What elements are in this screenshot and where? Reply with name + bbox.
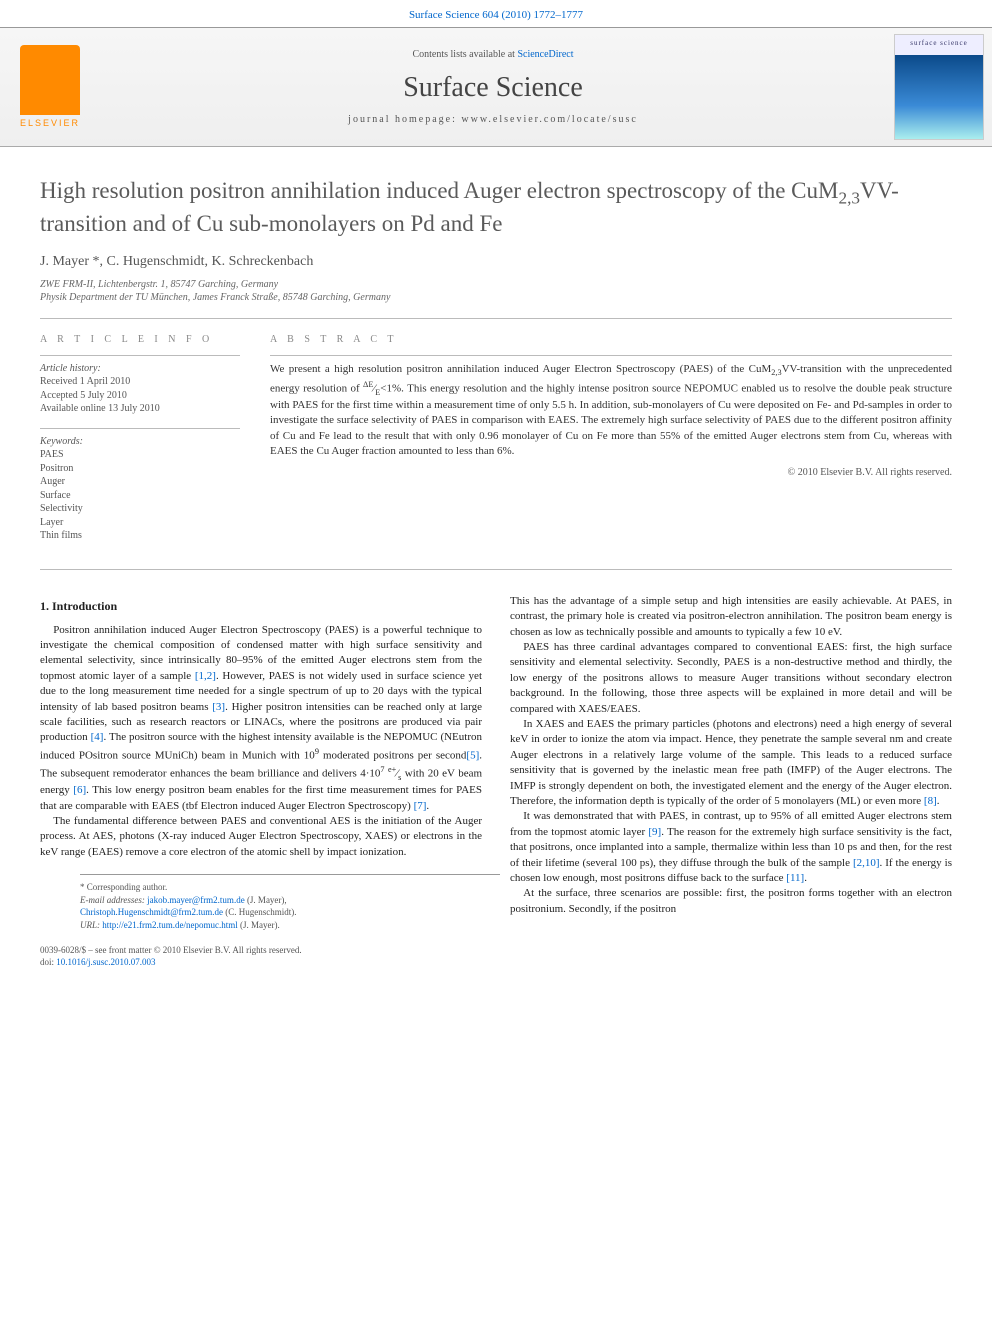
journal-header: ELSEVIER Contents lists available at Sci… [0, 27, 992, 147]
journal-cover-thumb[interactable]: surface science [894, 34, 984, 140]
body-p5: It was demonstrated that with PAES, in c… [510, 809, 952, 886]
cover-thumb-label: surface science [895, 35, 983, 55]
corr-author-label: * Corresponding author. [80, 881, 500, 894]
body-p0: Positron annihilation induced Auger Elec… [40, 623, 482, 814]
article-history-label: Article history: [40, 363, 101, 374]
kw-6: Thin films [40, 530, 82, 541]
authors-text: J. Mayer *, C. Hugenschmidt, K. Schrecke… [40, 254, 313, 269]
history-received: Received 1 April 2010 [40, 376, 130, 387]
kw-5: Layer [40, 517, 63, 528]
contents-lists-line: Contents lists available at ScienceDirec… [412, 48, 573, 62]
kw-3: Surface [40, 490, 71, 501]
article-info-column: A R T I C L E I N F O Article history: R… [40, 333, 240, 555]
url-label: URL: [80, 920, 102, 930]
url-link[interactable]: http://e21.frm2.tum.de/nepomuc.html [102, 920, 237, 930]
url-who: (J. Mayer). [240, 920, 280, 930]
history-online: Available online 13 July 2010 [40, 403, 160, 414]
kw-4: Selectivity [40, 503, 83, 514]
abstract-divider [270, 355, 952, 356]
cover-thumb-art [895, 55, 983, 139]
keywords-block: Keywords: PAES Positron Auger Surface Se… [40, 435, 240, 543]
corresponding-footer: * Corresponding author. E-mail addresses… [80, 874, 500, 931]
email-1-who: (J. Mayer), [247, 895, 287, 905]
info-divider-2 [40, 428, 240, 429]
doi-prefix: doi: [40, 957, 54, 967]
affiliation-1: ZWE FRM-II, Lichtenbergstr. 1, 85747 Gar… [40, 278, 952, 291]
body-two-column: 1. Introduction Positron annihilation in… [0, 594, 992, 932]
homepage-prefix: journal homepage: [348, 114, 461, 125]
kw-0: PAES [40, 449, 64, 460]
journal-issue-link[interactable]: Surface Science 604 (2010) 1772–1777 [0, 0, 992, 27]
email-2-link[interactable]: Christoph.Hugenschmidt@frm2.tum.de [80, 907, 223, 917]
elsevier-tree-icon [20, 45, 80, 115]
body-p4: In XAES and EAES the primary particles (… [510, 717, 952, 809]
header-center: Contents lists available at ScienceDirec… [100, 28, 886, 146]
sciencedirect-link[interactable]: ScienceDirect [517, 49, 573, 60]
elsevier-logo[interactable]: ELSEVIER [0, 28, 100, 146]
body-p3: PAES has three cardinal advantages compa… [510, 640, 952, 717]
bottom-meta: 0039-6028/$ – see front matter © 2010 El… [0, 932, 992, 989]
journal-homepage-line: journal homepage: www.elsevier.com/locat… [348, 113, 638, 127]
elsevier-wordmark: ELSEVIER [20, 117, 80, 130]
section-1-head: 1. Introduction [40, 598, 482, 615]
corr-url-line: URL: http://e21.frm2.tum.de/nepomuc.html… [80, 919, 500, 932]
email-2-who: (C. Hugenschmidt). [225, 907, 296, 917]
kw-1: Positron [40, 463, 73, 474]
divider-top [40, 318, 952, 319]
divider-bottom [40, 569, 952, 570]
history-accepted: Accepted 5 July 2010 [40, 390, 127, 401]
abstract-head: A B S T R A C T [270, 333, 952, 347]
article-info-head: A R T I C L E I N F O [40, 333, 240, 347]
email-1-link[interactable]: jakob.mayer@frm2.tum.de [147, 895, 245, 905]
kw-2: Auger [40, 476, 65, 487]
affiliation-2: Physik Department der TU München, James … [40, 291, 952, 304]
body-p6: At the surface, three scenarios are poss… [510, 886, 952, 917]
author-list: J. Mayer *, C. Hugenschmidt, K. Schrecke… [40, 252, 952, 272]
info-abstract-row: A R T I C L E I N F O Article history: R… [40, 333, 952, 555]
issn-line: 0039-6028/$ – see front matter © 2010 El… [40, 944, 952, 957]
doi-link[interactable]: 10.1016/j.susc.2010.07.003 [56, 957, 155, 967]
abstract-column: A B S T R A C T We present a high resolu… [270, 333, 952, 555]
info-divider-1 [40, 355, 240, 356]
article-front-matter: High resolution positron annihilation in… [0, 147, 992, 594]
body-p1: The fundamental difference between PAES … [40, 814, 482, 860]
corr-emails-line: E-mail addresses: jakob.mayer@frm2.tum.d… [80, 894, 500, 919]
article-title: High resolution positron annihilation in… [40, 177, 952, 238]
abstract-body: We present a high resolution positron an… [270, 362, 952, 460]
contents-prefix: Contents lists available at [412, 49, 517, 60]
article-history-block: Article history: Received 1 April 2010 A… [40, 362, 240, 416]
doi-line: doi: 10.1016/j.susc.2010.07.003 [40, 956, 952, 969]
homepage-url: www.elsevier.com/locate/susc [461, 114, 637, 125]
body-p2: This has the advantage of a simple setup… [510, 594, 952, 640]
abstract-copyright: © 2010 Elsevier B.V. All rights reserved… [270, 466, 952, 480]
journal-name: Surface Science [403, 68, 583, 107]
keywords-label: Keywords: [40, 436, 83, 447]
email-label: E-mail addresses: [80, 895, 147, 905]
journal-issue-link-text[interactable]: Surface Science 604 (2010) 1772–1777 [409, 9, 583, 21]
